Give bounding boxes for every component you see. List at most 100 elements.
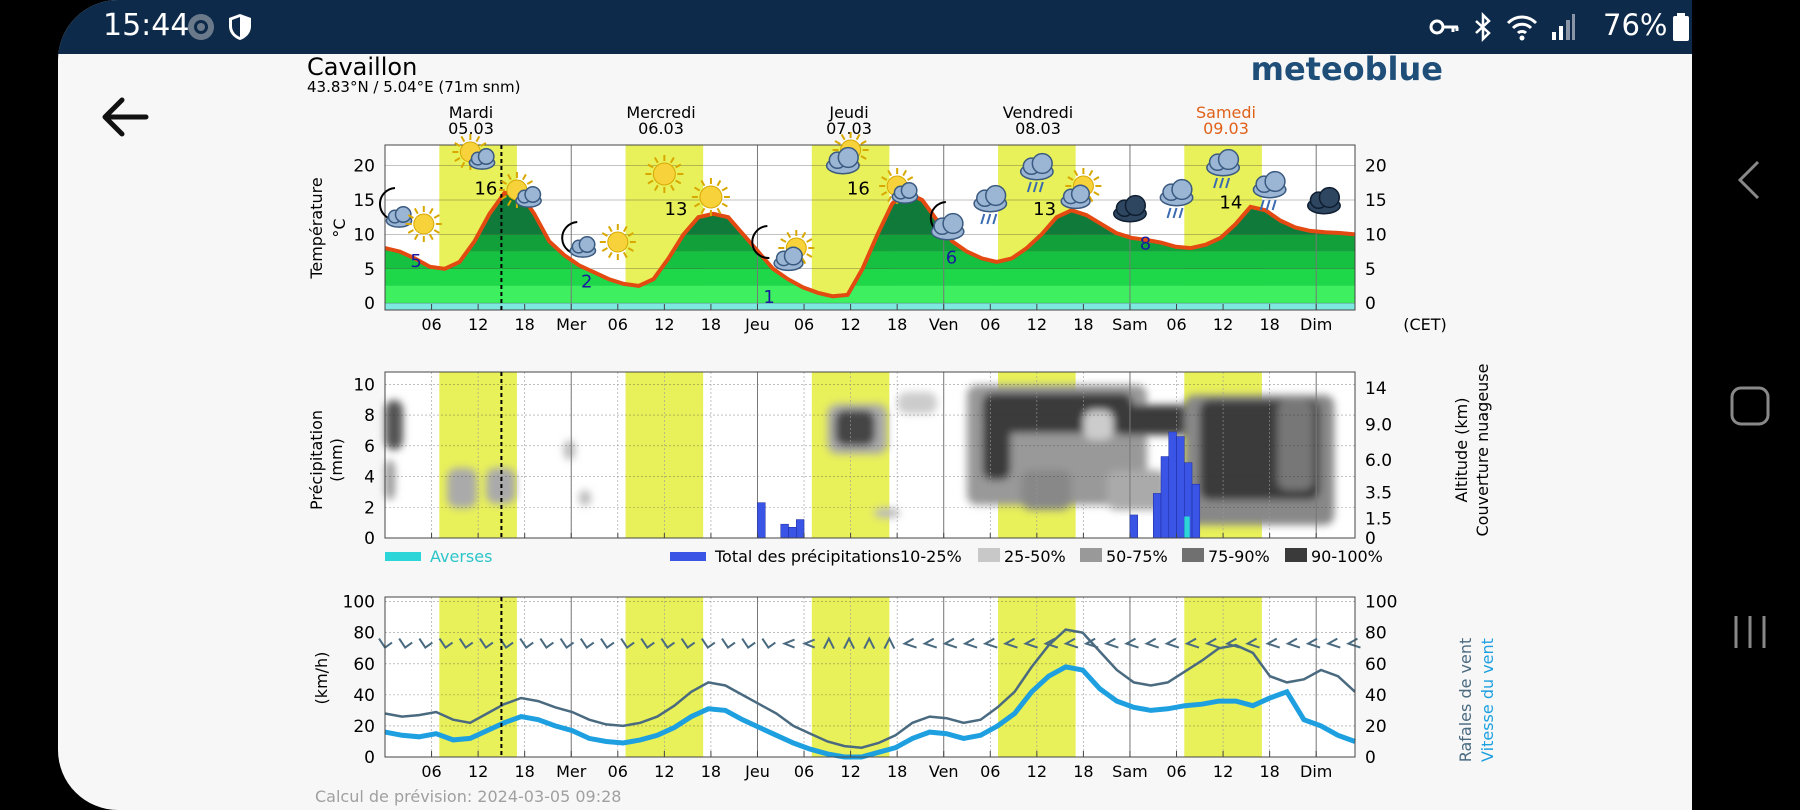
wind-direction-arrow xyxy=(962,637,978,649)
legend-total: Total des précipitations xyxy=(714,547,900,566)
precip-bar xyxy=(1160,456,1170,539)
rain-drop xyxy=(992,213,998,225)
bluetooth-icon xyxy=(1475,12,1491,42)
cloud-icon xyxy=(1159,178,1194,207)
temp-axis-label: Température xyxy=(307,177,326,279)
cloud-icon xyxy=(973,184,1008,213)
wind-direction-arrow xyxy=(438,638,454,650)
x-tick-label: Dim xyxy=(1300,315,1332,334)
altitude-tick: 1.5 xyxy=(1365,509,1392,529)
cloud-icon xyxy=(930,212,965,241)
nav-home-icon[interactable] xyxy=(1728,384,1772,428)
cloud-cover-blob xyxy=(835,410,876,446)
x-tick-label: 18 xyxy=(515,762,535,781)
x-tick-label: 12 xyxy=(1213,762,1233,781)
key-icon xyxy=(1429,19,1459,35)
wind-frame xyxy=(384,596,1356,758)
temp-y-tick-left: 0 xyxy=(364,294,375,314)
precip-bar xyxy=(1129,514,1138,539)
wind-direction-arrow xyxy=(942,637,958,649)
wind-y-tick-right: 60 xyxy=(1365,655,1387,675)
daylight-band xyxy=(625,372,704,538)
x-tick-label: Mer xyxy=(556,315,587,334)
wind-y-tick-left: 100 xyxy=(343,593,375,613)
cloud-cover-blob xyxy=(579,490,591,506)
cloud-part xyxy=(985,184,1007,207)
wind-direction-arrow xyxy=(1103,637,1119,649)
legend-swatch-50-75 xyxy=(1080,548,1102,562)
temp-fill-band xyxy=(385,285,1355,304)
wind-y-tick-right: 0 xyxy=(1365,748,1376,768)
sun-ray xyxy=(801,257,807,265)
x-tick-label: 06 xyxy=(980,762,1000,781)
sun-ray xyxy=(1093,176,1100,181)
cloud-cover-blob xyxy=(447,468,478,508)
wind-direction-arrow xyxy=(1245,637,1260,649)
sun-ray xyxy=(902,169,908,177)
cloud-icon xyxy=(1113,194,1147,223)
wind-direction-arrow xyxy=(539,638,554,650)
nav-recents-icon[interactable] xyxy=(1728,610,1772,654)
wind-direction-arrow xyxy=(1305,637,1321,649)
sun-ray xyxy=(840,133,846,141)
temp-axis-unit: °C xyxy=(330,218,349,237)
sun-ray xyxy=(1067,176,1074,181)
temp-extreme-label: 13 xyxy=(665,199,688,220)
nav-back-icon[interactable] xyxy=(1728,158,1772,202)
sun-ray xyxy=(433,229,440,234)
sun-icon xyxy=(691,178,730,216)
wind-direction-arrow xyxy=(741,638,756,650)
sun-ray xyxy=(907,176,914,181)
wind-direction-arrow xyxy=(1285,637,1301,649)
sun-disc xyxy=(607,231,629,253)
temp-y-tick-right: 15 xyxy=(1365,191,1387,211)
rain-drop xyxy=(986,213,992,225)
precip-y-tick: 0 xyxy=(364,529,375,549)
wind-direction-arrow xyxy=(700,638,716,650)
cloud-cover-blob xyxy=(1277,400,1314,490)
sun-ray xyxy=(460,161,466,169)
wind-direction-arrow xyxy=(620,638,635,650)
sun-icon xyxy=(645,155,684,193)
x-tick-label: 18 xyxy=(701,315,721,334)
coordinates: 43.83°N / 5.04°E (71m snm) xyxy=(307,78,521,96)
x-tick-label: 18 xyxy=(515,315,535,334)
signal-icon xyxy=(1552,14,1575,40)
speed-axis-label: Vitesse du vent xyxy=(1478,638,1497,762)
day-header-date: 08.03 xyxy=(1015,119,1061,138)
temp-y-tick-right: 10 xyxy=(1365,225,1387,245)
sun-ray xyxy=(622,251,628,259)
shield-icon xyxy=(229,14,251,40)
sun-icon xyxy=(405,206,442,242)
sun-ray xyxy=(887,169,893,177)
sun-icon xyxy=(452,134,489,170)
sun-ray xyxy=(433,214,440,219)
precip-bar xyxy=(788,526,797,539)
temp-y-tick-left: 20 xyxy=(353,157,375,177)
x-tick-label: 18 xyxy=(887,315,907,334)
wind-direction-arrow xyxy=(680,638,696,650)
legend-cloud-25-50: 25-50% xyxy=(1004,547,1066,566)
cloud-cover-blob xyxy=(897,392,938,414)
rain-drop xyxy=(1265,199,1271,211)
sun-ray xyxy=(627,247,634,252)
wind-direction-arrow xyxy=(982,637,998,649)
sun-ray xyxy=(480,142,487,147)
temp-extreme-label: 1 xyxy=(763,287,774,308)
wind-direction-arrow xyxy=(398,638,413,650)
cloud-icon xyxy=(773,246,804,272)
x-tick-label: 12 xyxy=(840,315,860,334)
legend-cloud-90-100: 90-100% xyxy=(1311,547,1383,566)
wind-y-tick-left: 80 xyxy=(353,624,375,644)
wind-y-tick-right: 20 xyxy=(1365,717,1387,737)
wind-direction-arrow xyxy=(1124,637,1139,649)
legend-cloud-50-75: 50-75% xyxy=(1106,547,1168,566)
sun-ray xyxy=(601,232,608,237)
sun-ray xyxy=(669,157,675,164)
sun-ray xyxy=(507,173,512,181)
sun-ray xyxy=(407,229,414,234)
sun-ray xyxy=(1088,195,1094,203)
x-tick-label: 06 xyxy=(608,762,628,781)
precip-axis-label: Précipitation xyxy=(307,410,326,510)
back-arrow-icon[interactable] xyxy=(98,90,152,144)
